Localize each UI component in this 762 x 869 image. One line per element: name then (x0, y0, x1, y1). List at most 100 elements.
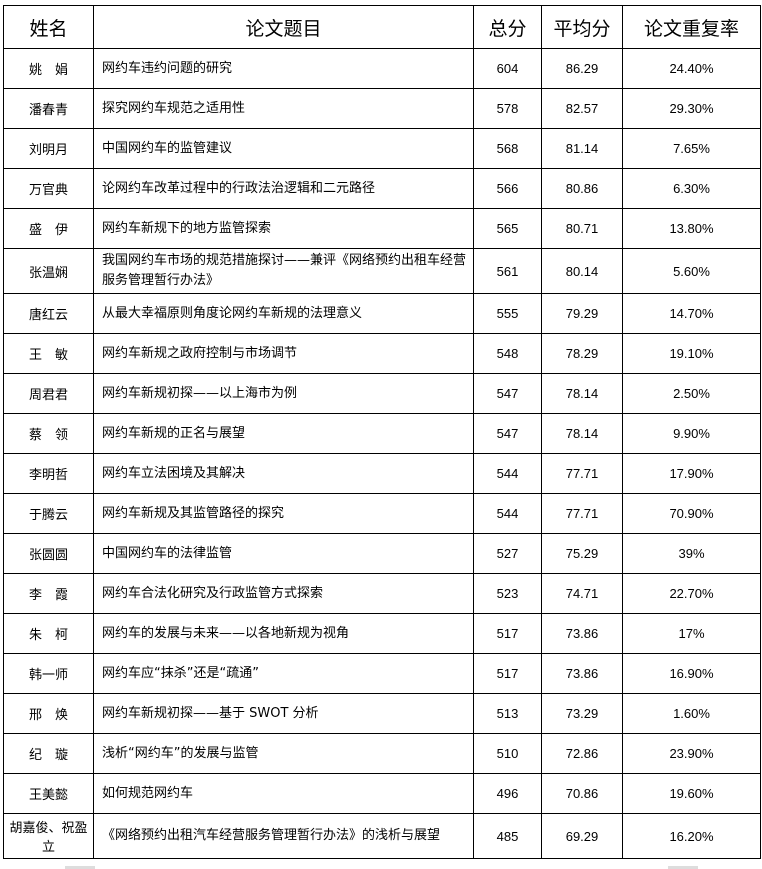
cell-average: 78.14 (541, 373, 623, 414)
table-row: 于腾云 网约车新规及其监管路径的探究 544 77.71 70.90% (3, 493, 761, 534)
cell-name: 李 霞 (3, 573, 94, 614)
table-row: 周君君 网约车新规初探——以上海市为例 547 78.14 2.50% (3, 373, 761, 414)
table-row: 李明哲 网约车立法困境及其解决 544 77.71 17.90% (3, 453, 761, 494)
cell-duplicate-rate: 13.80% (622, 208, 761, 249)
cell-average: 70.86 (541, 773, 623, 814)
table-row: 盛 伊网约车新规下的地方监管探索 565 80.71 13.80% (3, 208, 761, 249)
cell-total: 513 (473, 693, 542, 734)
cell-average: 79.29 (541, 293, 623, 334)
cell-name: 张圆圆 (3, 533, 94, 574)
cell-name: 于腾云 (3, 493, 94, 534)
cell-title: 网约车新规下的地方监管探索 (93, 208, 474, 249)
thesis-score-table: 姓名 论文题目 总分 平均分 论文重复率 姚 娟网约车违约问题的研究 604 86.… (3, 5, 761, 859)
cell-name: 姚 娟 (3, 48, 94, 89)
cell-duplicate-rate: 7.65% (622, 128, 761, 169)
cell-name: 盛 伊 (3, 208, 94, 249)
cell-average: 86.29 (541, 48, 623, 89)
table-row: 张温娴 我国网约车市场的规范措施探讨——兼评《网络预约出租车经营服务管理暂行办法》… (3, 248, 761, 294)
cell-duplicate-rate: 14.70% (622, 293, 761, 334)
cell-duplicate-rate: 19.60% (622, 773, 761, 814)
cell-title: 论网约车改革过程中的行政法治逻辑和二元路径 (93, 168, 474, 209)
cell-title: 中国网约车的监管建议 (93, 128, 474, 169)
cell-name: 韩一师 (3, 653, 94, 694)
cell-total: 547 (473, 373, 542, 414)
cell-name: 朱 柯 (3, 613, 94, 654)
cell-total: 485 (473, 813, 542, 859)
cell-title: 网约车新规的正名与展望 (93, 413, 474, 454)
cell-total: 510 (473, 733, 542, 774)
cell-average: 75.29 (541, 533, 623, 574)
cell-title: 网约车新规之政府控制与市场调节 (93, 333, 474, 374)
cell-average: 78.14 (541, 413, 623, 454)
cell-average: 73.86 (541, 653, 623, 694)
footer-mark (668, 866, 698, 869)
cell-total: 565 (473, 208, 542, 249)
cell-title: 网约车新规初探——基于 SWOT 分析 (93, 693, 474, 734)
cell-duplicate-rate: 24.40% (622, 48, 761, 89)
cell-title: 网约车新规及其监管路径的探究 (93, 493, 474, 534)
cell-average: 77.71 (541, 493, 623, 534)
cell-title: 网约车违约问题的研究 (93, 48, 474, 89)
cell-name: 周君君 (3, 373, 94, 414)
table-row: 朱 柯网约车的发展与未来——以各地新规为视角 517 73.86 17% (3, 613, 761, 654)
cell-name: 李明哲 (3, 453, 94, 494)
cell-title: 探究网约车规范之适用性 (93, 88, 474, 129)
cell-total: 544 (473, 493, 542, 534)
cell-name: 张温娴 (3, 248, 94, 294)
cell-total: 555 (473, 293, 542, 334)
cell-total: 496 (473, 773, 542, 814)
cell-total: 604 (473, 48, 542, 89)
cell-total: 527 (473, 533, 542, 574)
table-row: 潘春青 探究网约车规范之适用性 578 82.57 29.30% (3, 88, 761, 129)
cell-duplicate-rate: 16.20% (622, 813, 761, 859)
cell-title: 网约车应“抹杀”还是“疏通” (93, 653, 474, 694)
cell-total: 548 (473, 333, 542, 374)
cell-total: 547 (473, 413, 542, 454)
table-row: 蔡 领网约车新规的正名与展望 547 78.14 9.90% (3, 413, 761, 454)
cell-total: 568 (473, 128, 542, 169)
table-row: 姚 娟网约车违约问题的研究 604 86.29 24.40% (3, 48, 761, 89)
cell-average: 81.14 (541, 128, 623, 169)
cell-average: 82.57 (541, 88, 623, 129)
table-row: 唐红云 从最大幸福原则角度论网约车新规的法理意义 555 79.29 14.70% (3, 293, 761, 334)
cell-average: 69.29 (541, 813, 623, 859)
cell-average: 74.71 (541, 573, 623, 614)
cell-name: 蔡 领 (3, 413, 94, 454)
cell-name: 王 敏 (3, 333, 94, 374)
cell-name: 胡嘉俊、祝盈立 (3, 813, 94, 859)
cell-title: 《网络预约出租汽车经营服务管理暂行办法》的浅析与展望 (93, 813, 474, 859)
cell-duplicate-rate: 39% (622, 533, 761, 574)
table-row: 张圆圆 中国网约车的法律监管 527 75.29 39% (3, 533, 761, 574)
table-row: 邢 焕网约车新规初探——基于 SWOT 分析 513 73.29 1.60% (3, 693, 761, 734)
cell-title: 网约车立法困境及其解决 (93, 453, 474, 494)
cell-average: 80.86 (541, 168, 623, 209)
cell-average: 73.86 (541, 613, 623, 654)
header-title: 论文题目 (93, 5, 474, 49)
cell-total: 566 (473, 168, 542, 209)
cell-duplicate-rate: 17.90% (622, 453, 761, 494)
cell-average: 77.71 (541, 453, 623, 494)
header-row: 姓名 论文题目 总分 平均分 论文重复率 (3, 5, 761, 49)
cell-duplicate-rate: 5.60% (622, 248, 761, 294)
cell-title: 网约车的发展与未来——以各地新规为视角 (93, 613, 474, 654)
cell-title: 如何规范网约车 (93, 773, 474, 814)
cell-total: 544 (473, 453, 542, 494)
cell-duplicate-rate: 70.90% (622, 493, 761, 534)
header-name: 姓名 (3, 5, 94, 49)
cell-duplicate-rate: 2.50% (622, 373, 761, 414)
cell-total: 523 (473, 573, 542, 614)
cell-average: 73.29 (541, 693, 623, 734)
table-row: 胡嘉俊、祝盈立 《网络预约出租汽车经营服务管理暂行办法》的浅析与展望 485 69.2… (3, 813, 761, 859)
cell-duplicate-rate: 9.90% (622, 413, 761, 454)
cell-title: 网约车新规初探——以上海市为例 (93, 373, 474, 414)
table-row: 纪 璇浅析“网约车”的发展与监管 510 72.86 23.90% (3, 733, 761, 774)
cell-name: 唐红云 (3, 293, 94, 334)
cell-average: 80.14 (541, 248, 623, 294)
table-row: 韩一师 网约车应“抹杀”还是“疏通” 517 73.86 16.90% (3, 653, 761, 694)
cell-title: 中国网约车的法律监管 (93, 533, 474, 574)
table-row: 王美懿 如何规范网约车 496 70.86 19.60% (3, 773, 761, 814)
cell-total: 517 (473, 653, 542, 694)
cell-name: 邢 焕 (3, 693, 94, 734)
cell-average: 78.29 (541, 333, 623, 374)
table-row: 万官典 论网约车改革过程中的行政法治逻辑和二元路径 566 80.86 6.30% (3, 168, 761, 209)
